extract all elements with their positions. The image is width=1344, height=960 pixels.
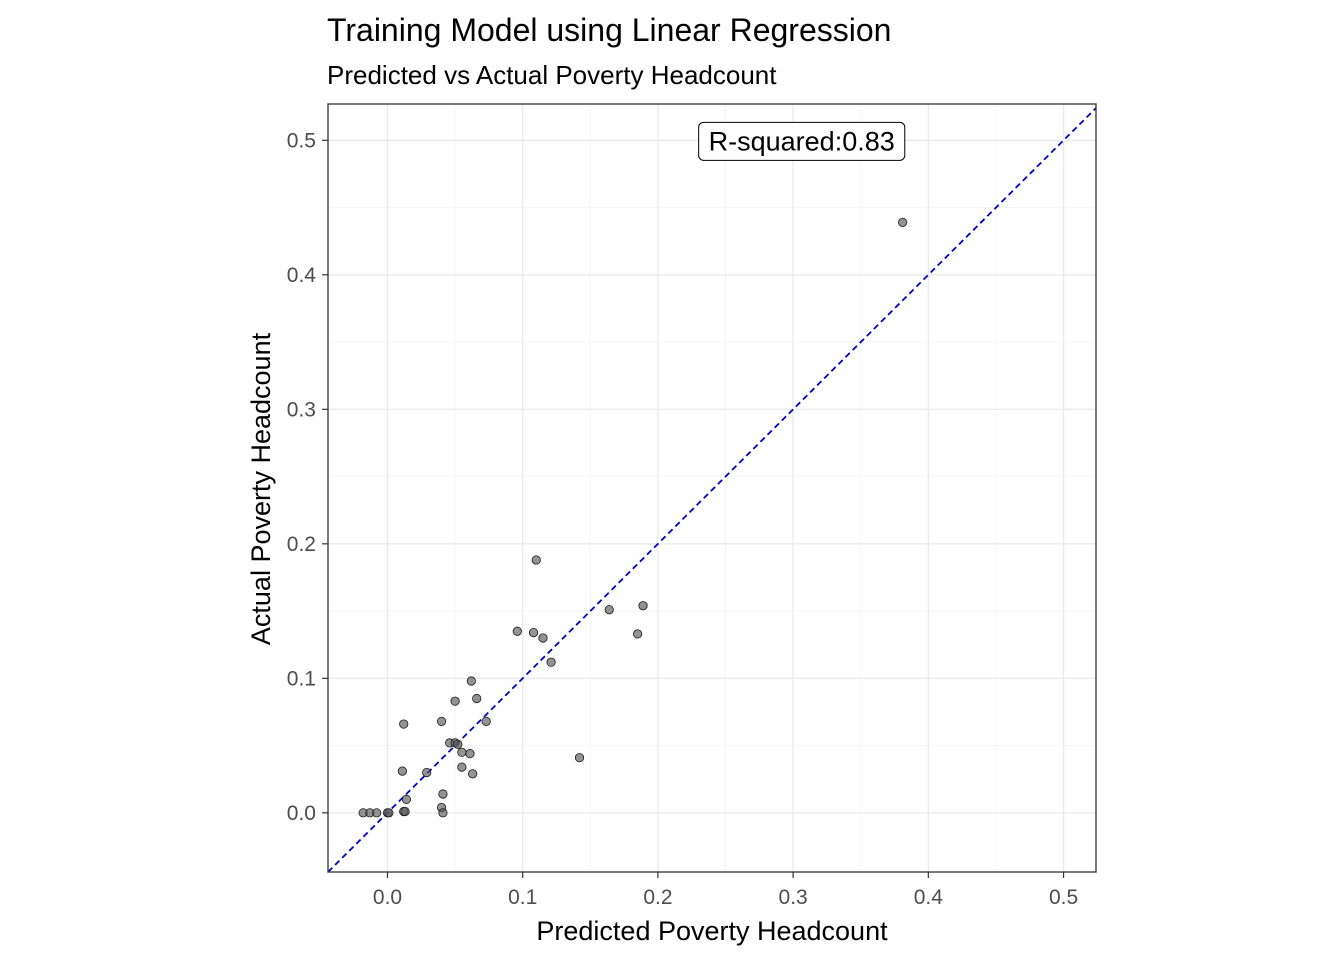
y-tick-label: 0.3	[287, 398, 316, 421]
plot-border	[327, 103, 1097, 873]
x-tick-label: 0.0	[373, 886, 402, 909]
data-point	[399, 719, 409, 729]
data-point	[401, 794, 412, 804]
x-tick-label: 0.5	[1049, 886, 1078, 909]
data-point	[457, 747, 467, 757]
data-point	[604, 605, 614, 615]
data-point	[466, 676, 476, 686]
r-squared-annotation: R-squared:0.83	[698, 121, 906, 161]
y-tick-label: 0.0	[287, 802, 316, 825]
y-axis-ticks: 0.0 0.1 0.2 0.3 0.4 0.5	[287, 129, 328, 825]
data-point	[438, 808, 448, 818]
data-point	[546, 657, 556, 667]
y-tick-label: 0.2	[287, 533, 316, 556]
data-points	[358, 217, 908, 818]
data-point	[372, 808, 382, 818]
x-axis-ticks: 0.0 0.1 0.2 0.3 0.4 0.5	[373, 872, 1078, 909]
x-tick-label: 0.2	[643, 886, 672, 909]
data-point	[531, 555, 541, 565]
x-tick-label: 0.4	[914, 886, 944, 909]
data-point	[898, 217, 908, 227]
data-point	[438, 789, 448, 799]
data-point	[472, 693, 482, 704]
x-tick-label: 0.3	[779, 886, 808, 909]
chart-title: Training Model using Linear Regression	[327, 12, 891, 48]
data-point	[468, 769, 478, 779]
chart-subtitle: Predicted vs Actual Poverty Headcount	[327, 60, 777, 90]
annotation-text: R-squared:0.83	[709, 126, 895, 156]
y-tick-label: 0.1	[287, 667, 316, 690]
y-axis-title: Actual Poverty Headcount	[246, 332, 276, 645]
data-point	[436, 716, 447, 726]
data-point	[638, 601, 648, 611]
data-point	[512, 626, 522, 636]
data-point	[633, 629, 643, 639]
y-tick-label: 0.4	[287, 264, 317, 287]
data-point	[457, 762, 467, 772]
x-tick-label: 0.1	[508, 886, 537, 909]
annotation-box	[698, 121, 906, 161]
data-point	[397, 766, 407, 776]
x-axis-title: Predicted Poverty Headcount	[536, 916, 888, 946]
data-point	[400, 806, 410, 817]
data-point	[453, 739, 463, 749]
y-tick-label: 0.5	[287, 129, 316, 152]
data-point	[574, 753, 585, 763]
grid-minor	[328, 104, 1096, 872]
data-point	[450, 696, 460, 706]
data-point	[465, 749, 475, 759]
data-point	[422, 767, 432, 778]
data-point	[384, 808, 394, 818]
data-point	[528, 627, 539, 638]
data-point	[538, 633, 548, 643]
data-point	[481, 716, 491, 726]
